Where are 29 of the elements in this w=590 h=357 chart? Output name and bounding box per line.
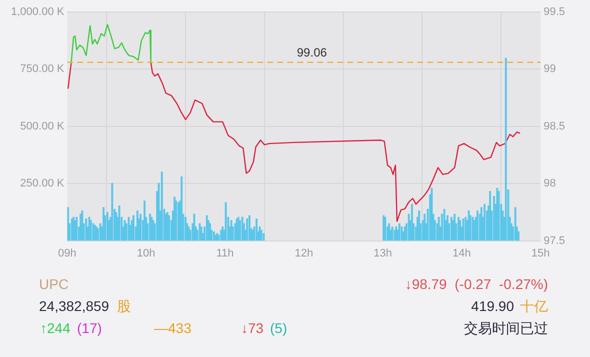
text: ↓98.79 (-0.27 -0.27%) [404, 276, 548, 292]
text: ↑244 [40, 320, 70, 336]
text: 十亿 [520, 298, 548, 316]
x-tick-label: 14h [452, 247, 471, 260]
text: UPC [39, 276, 69, 292]
y-tick-label: 250.00 K [20, 178, 65, 190]
y-tick-label: 750.00 K [20, 63, 65, 76]
y-tick-label: 500.00 K [20, 120, 65, 132]
text: 股 [117, 298, 131, 316]
text: (17) [77, 320, 102, 336]
text: 419.90 [471, 298, 514, 314]
x-tick-label: 12h [294, 247, 314, 260]
x-tick-label: 11h [216, 247, 234, 260]
text: —433 [154, 320, 192, 336]
y2-tick-label: 98 [544, 178, 556, 190]
y2-tick-label: 97.5 [544, 234, 566, 247]
y2-tick-label: 99.5 [544, 6, 566, 18]
x-tick-label: 15h [531, 247, 550, 260]
text: (5) [270, 320, 288, 336]
x-tick-label: 10h [136, 247, 156, 260]
y2-tick-label: 98.5 [544, 120, 566, 132]
ref-line-label: 99.06 [296, 46, 328, 60]
x-tick-label: 09h [58, 247, 76, 260]
x-tick-label: 13h [374, 247, 392, 260]
y-tick-label: 1,000.00 K [10, 6, 65, 18]
y2-tick-label: 99 [544, 63, 556, 76]
text: ↓73 [241, 320, 264, 336]
text: 交易时间已过 [464, 320, 548, 338]
text: 24,382,859 [39, 298, 110, 314]
